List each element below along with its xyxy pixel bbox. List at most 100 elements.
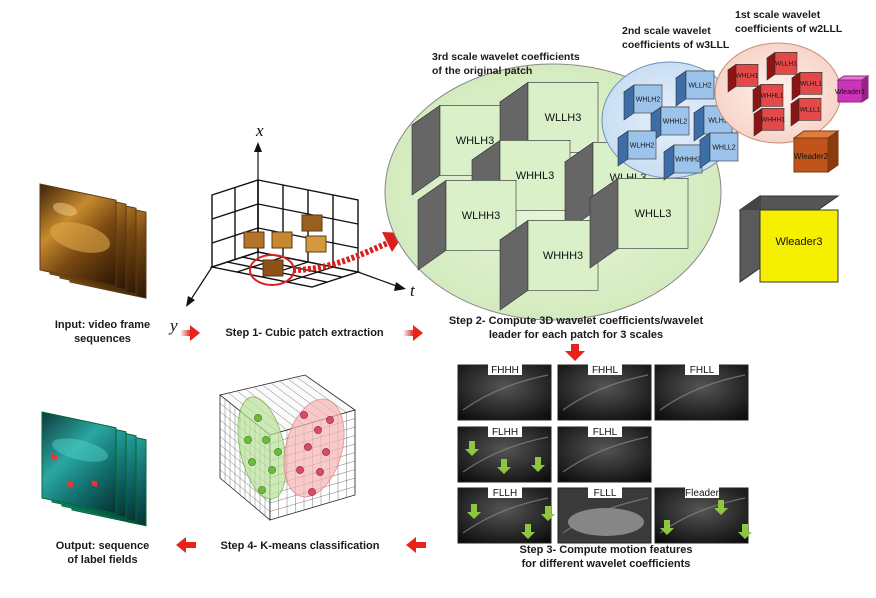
second-scale-title-line1: 2nd scale wavelet [622, 25, 711, 37]
cube-wllh2: WLLH2 [675, 70, 715, 107]
step3-label: Step 3- Compute motion features for diff… [486, 543, 726, 571]
cube-wlll1-label: WLLL1 [800, 107, 821, 114]
second-scale-title: 2nd scale wavelet coefficients of w3LLL [622, 24, 737, 52]
cluster-point-red [326, 416, 334, 424]
leader-3-cube: Wleader3 [738, 195, 840, 283]
cube-whhl1-label: WHHL1 [761, 93, 784, 100]
step4-label: Step 4- K-means classification [220, 540, 380, 552]
green-arrow-icon [541, 506, 555, 521]
second-scale-title-line2: coefficients of w3LLL [622, 39, 730, 51]
first-scale-title-line1: 1st scale wavelet [735, 9, 821, 21]
feature-panel-title: Fleader [685, 488, 720, 499]
green-arrow-icon [714, 500, 728, 515]
green-arrow-icon [660, 520, 674, 535]
leader-2-cube: Wleader2 [792, 130, 840, 173]
cluster-point-red [296, 466, 304, 474]
cube-whhl1: WHHL1 [752, 83, 784, 113]
cube-wlhh2: WLHH2 [617, 130, 657, 167]
output-label-frames [41, 411, 147, 527]
cubic-patches [243, 214, 327, 277]
cluster-point-red [314, 426, 322, 434]
step3-label-line2: for different wavelet coefficients [521, 558, 691, 570]
cube-wlhl1: WLHL1 [791, 71, 823, 101]
output-label-line2: of label fields [67, 554, 138, 566]
step2-label-line1: Step 2- Compute 3D wavelet coefficients/… [448, 315, 704, 327]
step2-label: Step 2- Compute 3D wavelet coefficients/… [426, 314, 726, 342]
first-scale-cubes: WHLH1 WLLH1 WHHL1 WLHL1 WHHH1 WLLL1 [727, 51, 823, 137]
cube-wllh3-label: WLLH3 [545, 112, 582, 124]
cubic-patch-grid [186, 142, 406, 307]
third-scale-title-line2: of the original patch [432, 65, 533, 77]
feature-panel-fleader: Fleader [654, 486, 752, 544]
cube-whll2: WHLL2 [699, 132, 739, 169]
cluster-point-red [322, 448, 330, 456]
feature-panel-fhhh: FHHH [457, 363, 552, 421]
output-label: Output: sequence of label fields [40, 539, 165, 567]
green-arrow-icon [465, 441, 479, 456]
cube-whhh3: WHHH3 [499, 219, 599, 311]
cube-wllh2-label: WLLH2 [688, 82, 711, 89]
feature-panel-fhll: FHLL [654, 363, 749, 421]
feature-panel-flhh: FLHH [457, 425, 552, 483]
cube-whlh3-label: WHLH3 [456, 135, 495, 147]
feature-panel-title: FLHL [593, 427, 618, 438]
feature-panel-title: FHHL [592, 365, 619, 376]
feature-panel-title: FHHH [491, 365, 519, 376]
cube-whlh1-label: WHLH1 [736, 73, 759, 80]
flow-arrows [176, 325, 585, 553]
axis-label-x: x [255, 121, 264, 140]
feature-panel-title: FLLL [594, 488, 617, 499]
leader-3-label: Wleader3 [775, 236, 822, 248]
feature-panel-title: FLLH [493, 488, 517, 499]
leader-1-cube: Wleader1 [835, 75, 870, 103]
cube-whhh1: WHHH1 [753, 107, 785, 137]
first-scale-title: 1st scale wavelet coefficients of w2LLL [735, 8, 860, 36]
cube-whhh2-label: WHHH2 [675, 156, 701, 163]
cube-whll3: WHLL3 [589, 177, 689, 269]
cube-whhl3-label: WHHL3 [516, 170, 555, 182]
step1-label: Step 1- Cubic patch extraction [225, 327, 384, 339]
cluster-point-red [308, 488, 316, 496]
cube-wlh2-label: WLH2 [708, 117, 728, 124]
step3-label-line1: Step 3- Compute motion features [519, 544, 693, 556]
cube-wlhh3-label: WLHH3 [462, 210, 501, 222]
axis-label-t: t [410, 281, 416, 300]
cube-whhh2: WHHH2 [663, 144, 703, 181]
first-scale-title-line2: coefficients of w2LLL [735, 23, 843, 35]
cube-wlhl1-label: WLHL1 [800, 81, 822, 88]
cube-whlh1: WHLH1 [727, 63, 759, 93]
cluster-point-green [254, 414, 262, 422]
cluster-point-green [262, 436, 270, 444]
cube-wlll1: WLLL1 [790, 97, 822, 127]
cube-whlh2: WHLH2 [623, 84, 663, 121]
cluster-point-green [258, 486, 266, 494]
feature-panel-title: FHLL [690, 365, 715, 376]
green-arrow-icon [531, 457, 545, 472]
cube-whhh1-label: WHHH1 [761, 117, 785, 124]
third-scale-title-line1: 3rd scale wavelet coefficients [432, 51, 580, 63]
feature-panel-flhl: FLHL [557, 425, 652, 483]
patch-to-wavelet-arrow [292, 239, 392, 273]
cube-wllh1-label: WLLH1 [775, 61, 797, 68]
input-label-line1: Input: video frame [54, 319, 151, 331]
feature-panel-flll: FLLL [557, 486, 652, 544]
leader-1-label: Wleader1 [835, 89, 865, 96]
cube-whll2-label: WHLL2 [712, 144, 735, 151]
axis-label-y: y [168, 316, 178, 335]
leader-2-label: Wleader2 [794, 152, 829, 161]
step2-label-line2: leader for each patch for 3 scales [488, 329, 664, 341]
green-arrow-icon [521, 524, 535, 539]
feature-panel-fhhl: FHHL [557, 363, 652, 421]
cube-whhh3-label: WHHH3 [543, 250, 583, 262]
third-scale-title: 3rd scale wavelet coefficients of the or… [432, 50, 617, 78]
cluster-point-red [316, 468, 324, 476]
cube-whll3-label: WHLL3 [635, 208, 672, 220]
cube-wlhh3: WLHH3 [417, 179, 517, 271]
green-arrow-icon [467, 504, 481, 519]
input-label: Input: video frame sequences [40, 318, 165, 346]
feature-panel-fllh: FLLH [457, 486, 555, 544]
cluster-point-green [268, 466, 276, 474]
